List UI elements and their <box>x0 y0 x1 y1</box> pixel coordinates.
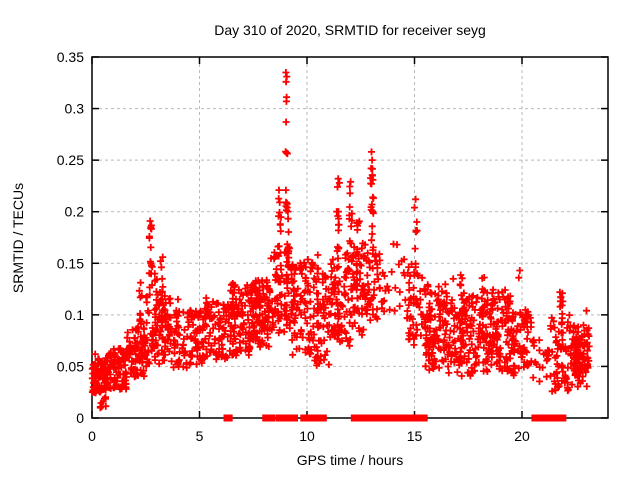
zero-value-markers <box>556 414 567 422</box>
x-tick-label: 5 <box>196 428 204 444</box>
zero-value-markers <box>546 414 558 422</box>
x-tick-label: 0 <box>88 428 96 444</box>
zero-value-markers <box>531 414 543 422</box>
zero-value-markers <box>404 414 415 422</box>
y-tick-label: 0.2 <box>65 204 85 220</box>
y-tick-label: 0.05 <box>57 358 84 374</box>
zero-value-markers <box>370 414 409 422</box>
zero-value-markers <box>362 414 373 422</box>
x-tick-label: 10 <box>299 428 315 444</box>
x-tick-label: 20 <box>514 428 530 444</box>
x-axis-label: GPS time / hours <box>296 452 404 468</box>
zero-value-markers <box>288 414 299 422</box>
zero-value-markers <box>355 414 366 422</box>
plot-border <box>91 56 609 419</box>
zero-value-markers <box>266 414 276 422</box>
y-tick-label: 0.1 <box>65 307 85 323</box>
scatter-points <box>88 69 593 412</box>
chart-title: Day 310 of 2020, SRMTID for receiver sey… <box>214 22 486 38</box>
y-axis-label: SRMTID / TECUs <box>10 182 26 294</box>
zero-value-markers <box>311 414 322 422</box>
y-tick-label: 0.3 <box>65 101 85 117</box>
zero-value-markers <box>275 414 286 422</box>
zero-value-markers <box>316 414 327 422</box>
y-tick-label: 0.35 <box>57 49 84 65</box>
zero-value-markers <box>303 414 314 422</box>
zero-value-markers <box>223 414 233 422</box>
y-tick-label: 0.15 <box>57 255 84 271</box>
y-tick-label: 0 <box>76 410 84 426</box>
y-tick-label: 0.25 <box>57 152 84 168</box>
zero-value-markers <box>280 414 291 422</box>
x-tick-label: 15 <box>407 428 423 444</box>
zero-value-markers <box>413 414 428 422</box>
zero-value-markers <box>540 414 549 422</box>
